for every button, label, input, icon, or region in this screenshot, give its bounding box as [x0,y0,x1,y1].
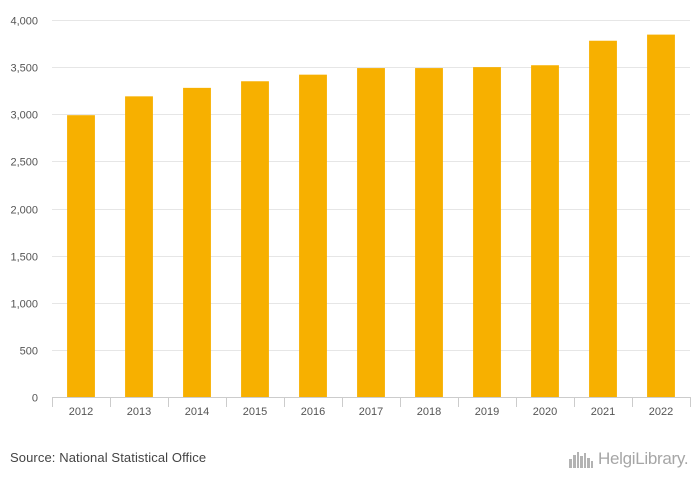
bar [67,115,95,397]
x-tick-label: 2018 [417,406,441,418]
bar [415,68,443,397]
x-tick-label: 2022 [649,406,673,418]
brand-name: HelgiLibrary. [598,449,689,468]
bar [183,87,211,398]
y-tick-label: 2,000 [10,205,38,217]
x-tick-label: 2014 [185,406,209,418]
y-tick-label: 2,500 [10,157,38,169]
y-tick-label: 4,000 [10,16,38,28]
brand-logo: HelgiLibrary. [568,448,689,470]
bar [589,40,617,398]
y-tick-label: 3,000 [10,110,38,122]
x-axis [52,397,691,407]
x-tick-label: 2017 [359,406,383,418]
y-tick-label: 0 [32,393,38,405]
x-tick-label: 2013 [127,406,151,418]
bars [67,34,675,398]
bar [125,96,153,397]
x-tick-label: 2016 [301,406,325,418]
x-tick-label: 2020 [533,406,557,418]
y-tick-label: 1,000 [10,299,38,311]
bar [473,67,501,398]
bar [299,74,327,398]
source-note: Source: National Statistical Office [10,450,207,465]
y-axis-tick-labels: 0 500 1,000 1,500 2,000 2,500 3,000 3,500 4,000 [10,16,38,405]
skyline-icon [569,452,593,468]
bar [357,68,385,397]
x-tick-label: 2019 [475,406,499,418]
x-tick-label: 2015 [243,406,267,418]
y-tick-label: 1,500 [10,252,38,264]
bar [647,34,675,398]
y-tick-label: 3,500 [10,63,38,75]
x-axis-tick-labels: 2012 2013 2014 2015 2016 2017 2018 2019 2020 2021… [69,406,673,418]
y-tick-label: 500 [20,346,38,358]
x-tick-label: 2021 [591,406,615,418]
bar [531,65,559,398]
x-tick-label: 2012 [69,406,93,418]
bar [241,81,269,397]
